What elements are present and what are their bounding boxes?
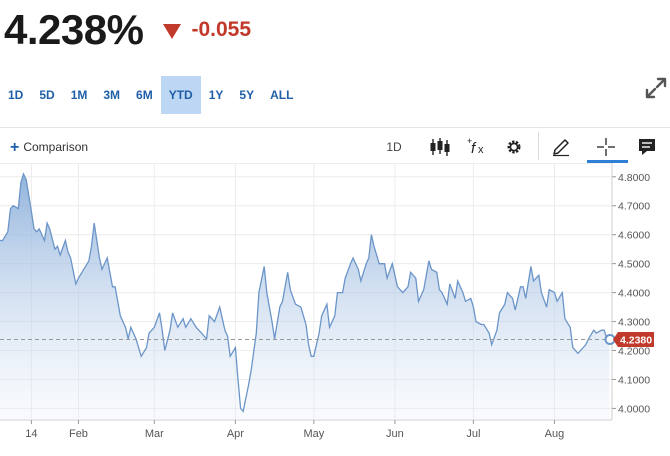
series-line — [0, 172, 610, 413]
x-tick-label: Aug — [545, 428, 565, 440]
comment-icon[interactable] — [636, 134, 658, 160]
candlestick-icon[interactable] — [428, 134, 452, 160]
svg-text:x: x — [478, 144, 484, 156]
x-tick-label: Jun — [386, 428, 404, 440]
interval-button[interactable]: 1D — [386, 140, 402, 154]
comparison-label: Comparison — [23, 140, 89, 154]
price-chart[interactable]: 4.8000 4.7000 4.6000 4.5000 4.4000 4.3000 4.20… — [0, 162, 670, 451]
range-selector: 1D 5D 1M 3M 6M YTD 1Y 5Y ALL — [0, 76, 301, 114]
range-6m[interactable]: 6M — [136, 88, 153, 102]
last-value-label: 4.2380 — [620, 335, 652, 347]
range-1m[interactable]: 1M — [70, 88, 88, 102]
x-tick-label: 14 — [25, 428, 37, 440]
down-triangle-icon — [163, 23, 182, 39]
comparison-button[interactable]: + Comparison — [10, 139, 88, 157]
gear-icon[interactable] — [504, 134, 524, 160]
price-change: -0.055 — [191, 18, 251, 41]
crosshair-icon[interactable] — [595, 134, 617, 160]
toolbar-divider — [538, 132, 539, 160]
expand-icon[interactable] — [644, 76, 668, 100]
chart-svg: 4.8000 4.7000 4.6000 4.5000 4.4000 4.3000 4.20… — [0, 162, 654, 440]
y-tick-label: 4.7000 — [618, 201, 650, 213]
y-tick-label: 4.8000 — [618, 172, 650, 184]
range-1y[interactable]: 1Y — [208, 88, 224, 102]
x-tick-label: Apr — [227, 428, 244, 440]
range-ytd[interactable]: YTD — [160, 76, 201, 114]
y-tick-label: 4.4000 — [618, 288, 650, 300]
series-area — [0, 173, 610, 420]
x-tick-label: Jul — [466, 428, 480, 440]
chart-toolbar: + Comparison 1D + f x — [0, 127, 670, 164]
active-tool-indicator — [587, 160, 628, 163]
y-tick-label: 4.6000 — [618, 230, 650, 242]
range-5d[interactable]: 5D — [39, 88, 55, 102]
range-all[interactable]: ALL — [270, 88, 294, 102]
x-tick-label: May — [303, 428, 324, 440]
price-value: 4.238% — [4, 6, 144, 53]
y-tick-label: 4.1000 — [618, 374, 650, 386]
last-value-badge — [613, 332, 654, 348]
plus-icon: + — [10, 139, 20, 156]
quote-header: 4.238% -0.055 — [4, 6, 251, 54]
y-tick-label: 4.5000 — [618, 259, 650, 271]
svg-text:f: f — [471, 140, 477, 157]
svg-text:+: + — [467, 136, 472, 146]
range-3m[interactable]: 3M — [103, 88, 121, 102]
range-5y[interactable]: 5Y — [239, 88, 255, 102]
x-tick-label: Mar — [145, 428, 164, 440]
y-tick-label: 4.0000 — [618, 403, 650, 415]
y-tick-label: 4.2000 — [618, 346, 650, 358]
pencil-icon[interactable] — [550, 134, 572, 160]
function-icon[interactable]: + f x — [466, 134, 488, 160]
range-1d[interactable]: 1D — [8, 88, 24, 102]
y-tick-label: 4.3000 — [618, 317, 650, 329]
x-tick-label: Feb — [69, 428, 88, 440]
